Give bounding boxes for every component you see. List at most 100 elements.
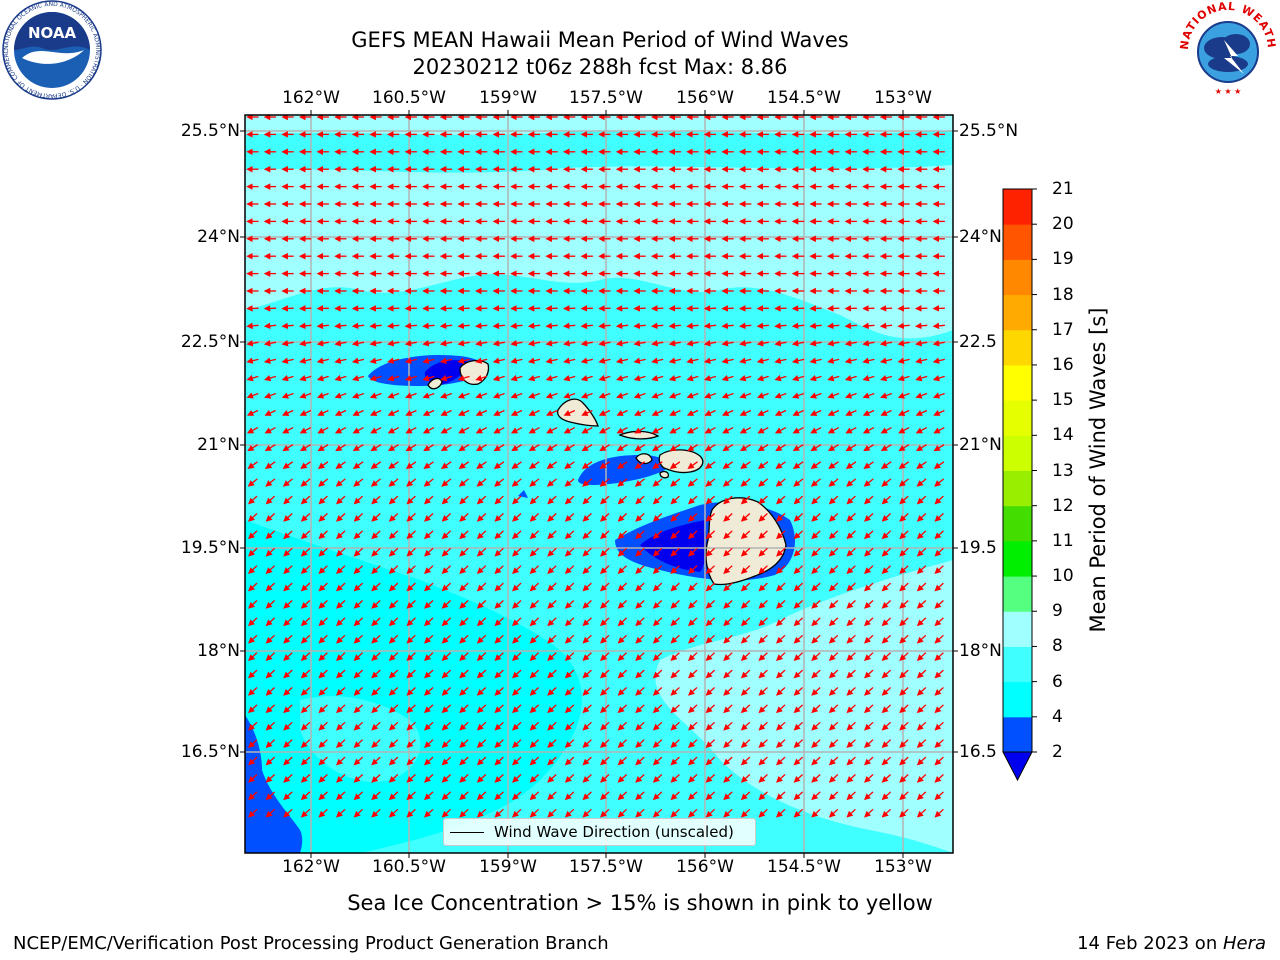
wave-arrow bbox=[316, 340, 329, 347]
wave-arrow bbox=[915, 357, 928, 364]
wave-arrow bbox=[265, 530, 276, 540]
wave-arrow bbox=[263, 357, 277, 364]
wave-arrow bbox=[932, 357, 945, 364]
wave-arrow bbox=[617, 513, 628, 522]
wave-arrow bbox=[758, 513, 768, 522]
wave-arrow bbox=[811, 513, 821, 522]
wave-arrow bbox=[318, 513, 328, 522]
wave-arrow bbox=[424, 565, 434, 574]
wave-arrow bbox=[670, 565, 680, 574]
wave-arrow bbox=[758, 530, 768, 540]
wave-arrow bbox=[546, 427, 558, 434]
wave-arrow bbox=[582, 530, 592, 540]
wave-arrow bbox=[423, 444, 435, 452]
wave-arrow bbox=[934, 582, 944, 592]
wave-arrow bbox=[828, 565, 839, 574]
colorbar-tick-label: 14 bbox=[1052, 425, 1074, 446]
wave-arrow bbox=[617, 582, 628, 592]
wave-arrow bbox=[475, 392, 488, 399]
wave-arrow bbox=[476, 617, 487, 627]
wave-arrow bbox=[739, 357, 752, 364]
wave-arrow bbox=[353, 461, 364, 469]
wave-arrow bbox=[282, 444, 294, 452]
wave-arrow bbox=[776, 495, 786, 505]
wave-arrow bbox=[793, 565, 804, 574]
wave-arrow bbox=[598, 392, 611, 399]
wave-arrow bbox=[371, 513, 381, 522]
wave-arrow bbox=[634, 427, 646, 434]
wave-arrow bbox=[475, 322, 488, 330]
wave-arrow bbox=[459, 617, 469, 627]
wave-arrow bbox=[880, 374, 893, 382]
wave-arrow bbox=[318, 582, 328, 592]
wave-arrow bbox=[757, 444, 769, 452]
wave-arrow bbox=[686, 409, 699, 416]
wave-arrow bbox=[510, 322, 523, 330]
wave-arrow bbox=[493, 461, 505, 469]
wave-arrow bbox=[263, 340, 277, 347]
wave-arrow bbox=[775, 461, 786, 469]
wave-arrow bbox=[528, 374, 541, 382]
wave-arrow bbox=[828, 513, 839, 522]
wave-arrow bbox=[757, 461, 769, 469]
wave-arrow bbox=[740, 565, 751, 574]
wave-arrow bbox=[476, 461, 487, 469]
wave-arrow bbox=[616, 444, 628, 452]
wave-arrow bbox=[353, 617, 364, 627]
wave-arrow bbox=[352, 409, 364, 416]
wave-arrow bbox=[899, 530, 909, 540]
wave-arrow bbox=[932, 322, 945, 330]
wave-arrow bbox=[512, 565, 522, 574]
wave-arrow bbox=[423, 461, 434, 469]
wave-arrow bbox=[792, 392, 805, 399]
wave-arrow bbox=[422, 392, 435, 399]
wave-arrow bbox=[600, 495, 610, 505]
wave-arrow bbox=[527, 357, 541, 364]
wave-arrow bbox=[371, 600, 381, 609]
wave-arrow bbox=[512, 582, 522, 592]
wave-arrow bbox=[318, 565, 328, 574]
wave-arrow bbox=[563, 427, 576, 434]
wave-arrow bbox=[300, 513, 311, 522]
wave-arrow bbox=[494, 600, 504, 609]
wave-arrow bbox=[739, 444, 751, 452]
wave-arrow bbox=[723, 582, 733, 592]
wave-arrow bbox=[809, 374, 822, 382]
wave-arrow bbox=[511, 478, 522, 487]
wave-arrow bbox=[617, 617, 628, 627]
wave-arrow bbox=[441, 565, 452, 574]
wave-arrow bbox=[476, 495, 487, 505]
colorbar-tick-label: 9 bbox=[1052, 601, 1063, 622]
wave-arrow bbox=[351, 340, 365, 347]
wave-arrow bbox=[265, 478, 276, 487]
footer-credit: NCEP/EMC/Verification Post Processing Pr… bbox=[13, 933, 609, 954]
wave-arrow bbox=[862, 409, 875, 416]
footer-date: 14 Feb 2023 on Hera bbox=[1077, 933, 1266, 954]
period-band-4-6-west bbox=[245, 520, 582, 853]
wave-arrow bbox=[335, 444, 347, 452]
wave-arrow bbox=[457, 357, 470, 364]
wave-arrow bbox=[828, 547, 839, 557]
wave-arrow bbox=[670, 617, 680, 627]
wave-arrow bbox=[335, 478, 346, 487]
wave-arrow bbox=[599, 478, 610, 487]
wave-arrow bbox=[740, 582, 751, 592]
colorbar-tick-label: 19 bbox=[1052, 249, 1074, 270]
wave-arrow bbox=[334, 392, 347, 399]
wave-arrow bbox=[564, 565, 575, 574]
wave-arrow bbox=[422, 340, 435, 347]
wave-arrow bbox=[899, 495, 909, 505]
wave-arrow bbox=[475, 444, 487, 452]
wave-arrow bbox=[545, 374, 558, 382]
wave-arrow bbox=[722, 409, 734, 416]
wave-arrow bbox=[299, 340, 312, 347]
wave-arrow bbox=[686, 374, 699, 382]
wave-arrow bbox=[705, 495, 716, 505]
wave-arrow bbox=[563, 392, 576, 399]
wave-arrow bbox=[529, 617, 540, 627]
wave-arrow bbox=[246, 409, 259, 416]
wave-arrow bbox=[439, 357, 453, 364]
wave-arrow bbox=[881, 565, 892, 574]
wave-arrow bbox=[846, 582, 856, 592]
wave-arrow bbox=[406, 582, 416, 592]
